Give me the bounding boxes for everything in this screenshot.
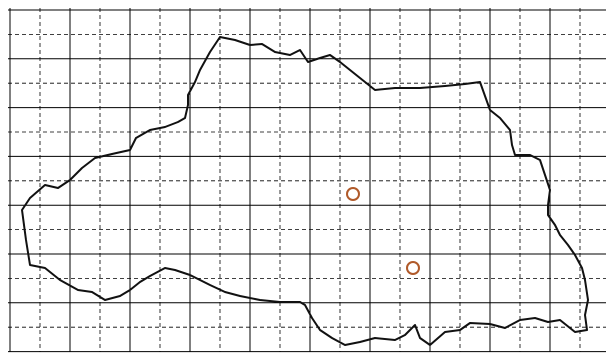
region-outline <box>21 36 589 346</box>
location-marker <box>406 261 420 275</box>
location-marker <box>346 187 360 201</box>
